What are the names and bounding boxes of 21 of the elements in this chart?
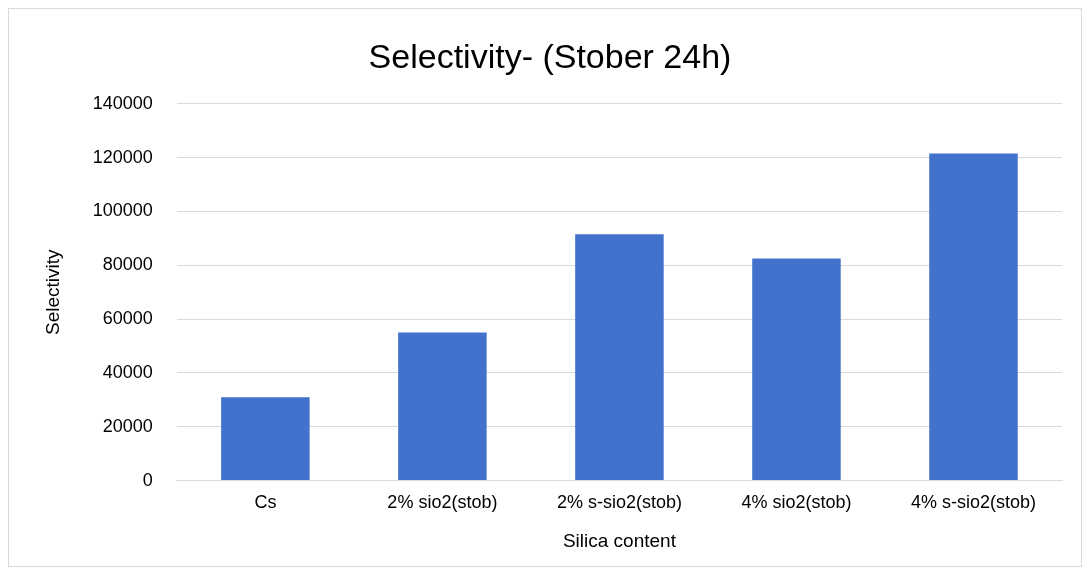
y-tick-label: 20000	[102, 415, 153, 436]
bar	[398, 332, 487, 481]
x-tick-label: 2% s-sio2(stob)	[556, 492, 682, 513]
y-tick-label: 140000	[92, 92, 153, 113]
y-tick-label: 120000	[92, 146, 153, 167]
x-tick-label: 2% sio2(stob)	[387, 492, 498, 513]
chart-title: Selectivity- (Stober 24h)	[368, 36, 732, 75]
bar	[929, 153, 1018, 481]
y-axis-title: Selectivity	[41, 248, 63, 335]
bar	[752, 258, 841, 481]
x-tick-label: 4% sio2(stob)	[741, 492, 852, 513]
x-axis-title: Silica content	[562, 529, 677, 551]
y-tick-label: 40000	[102, 361, 153, 382]
y-tick-label: 0	[142, 469, 153, 490]
bar	[221, 397, 310, 481]
y-tick-label: 100000	[92, 200, 153, 221]
y-tick-label: 60000	[102, 308, 153, 329]
y-tick-label: 80000	[102, 254, 153, 275]
bar	[575, 234, 664, 481]
x-tick-label: 4% s-sio2(stob)	[910, 492, 1037, 513]
x-tick-label: Cs	[254, 492, 277, 513]
